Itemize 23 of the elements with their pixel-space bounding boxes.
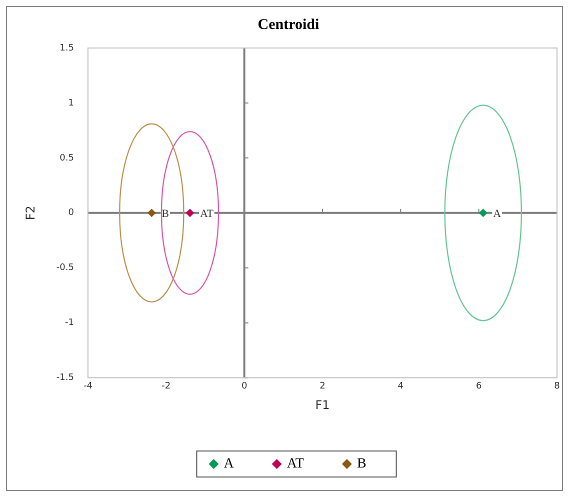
chart-title: Centroidi [258, 16, 320, 33]
annotation: B [162, 208, 170, 220]
x-tick-label: -2 [162, 382, 171, 392]
y-tick-label: 0 [68, 208, 74, 218]
y-tick-label: 0.5 [60, 153, 74, 164]
annotation: AT [200, 208, 214, 220]
y-tick-label: 1 [68, 98, 74, 108]
x-tick-label: 6 [476, 382, 482, 392]
x-tick-label: 2 [320, 382, 326, 392]
x-tick-label: 4 [398, 382, 404, 392]
y-axis-title: F2 [23, 206, 38, 220]
y-tick-label: -1 [64, 318, 74, 328]
legend-label: B [356, 456, 366, 472]
x-tick-label: 0 [241, 382, 248, 392]
y-tick-label: -0.5 [56, 263, 74, 274]
y-tick-label: -1.5 [56, 373, 74, 384]
legend-label: A [224, 456, 235, 472]
x-tick-label: 8 [554, 382, 560, 392]
annotation: A [493, 208, 502, 220]
x-axis-title: F1 [315, 398, 330, 412]
y-tick-label: 1.5 [60, 43, 74, 54]
legend-label: AT [286, 456, 304, 472]
x-tick-label: -4 [83, 382, 93, 392]
